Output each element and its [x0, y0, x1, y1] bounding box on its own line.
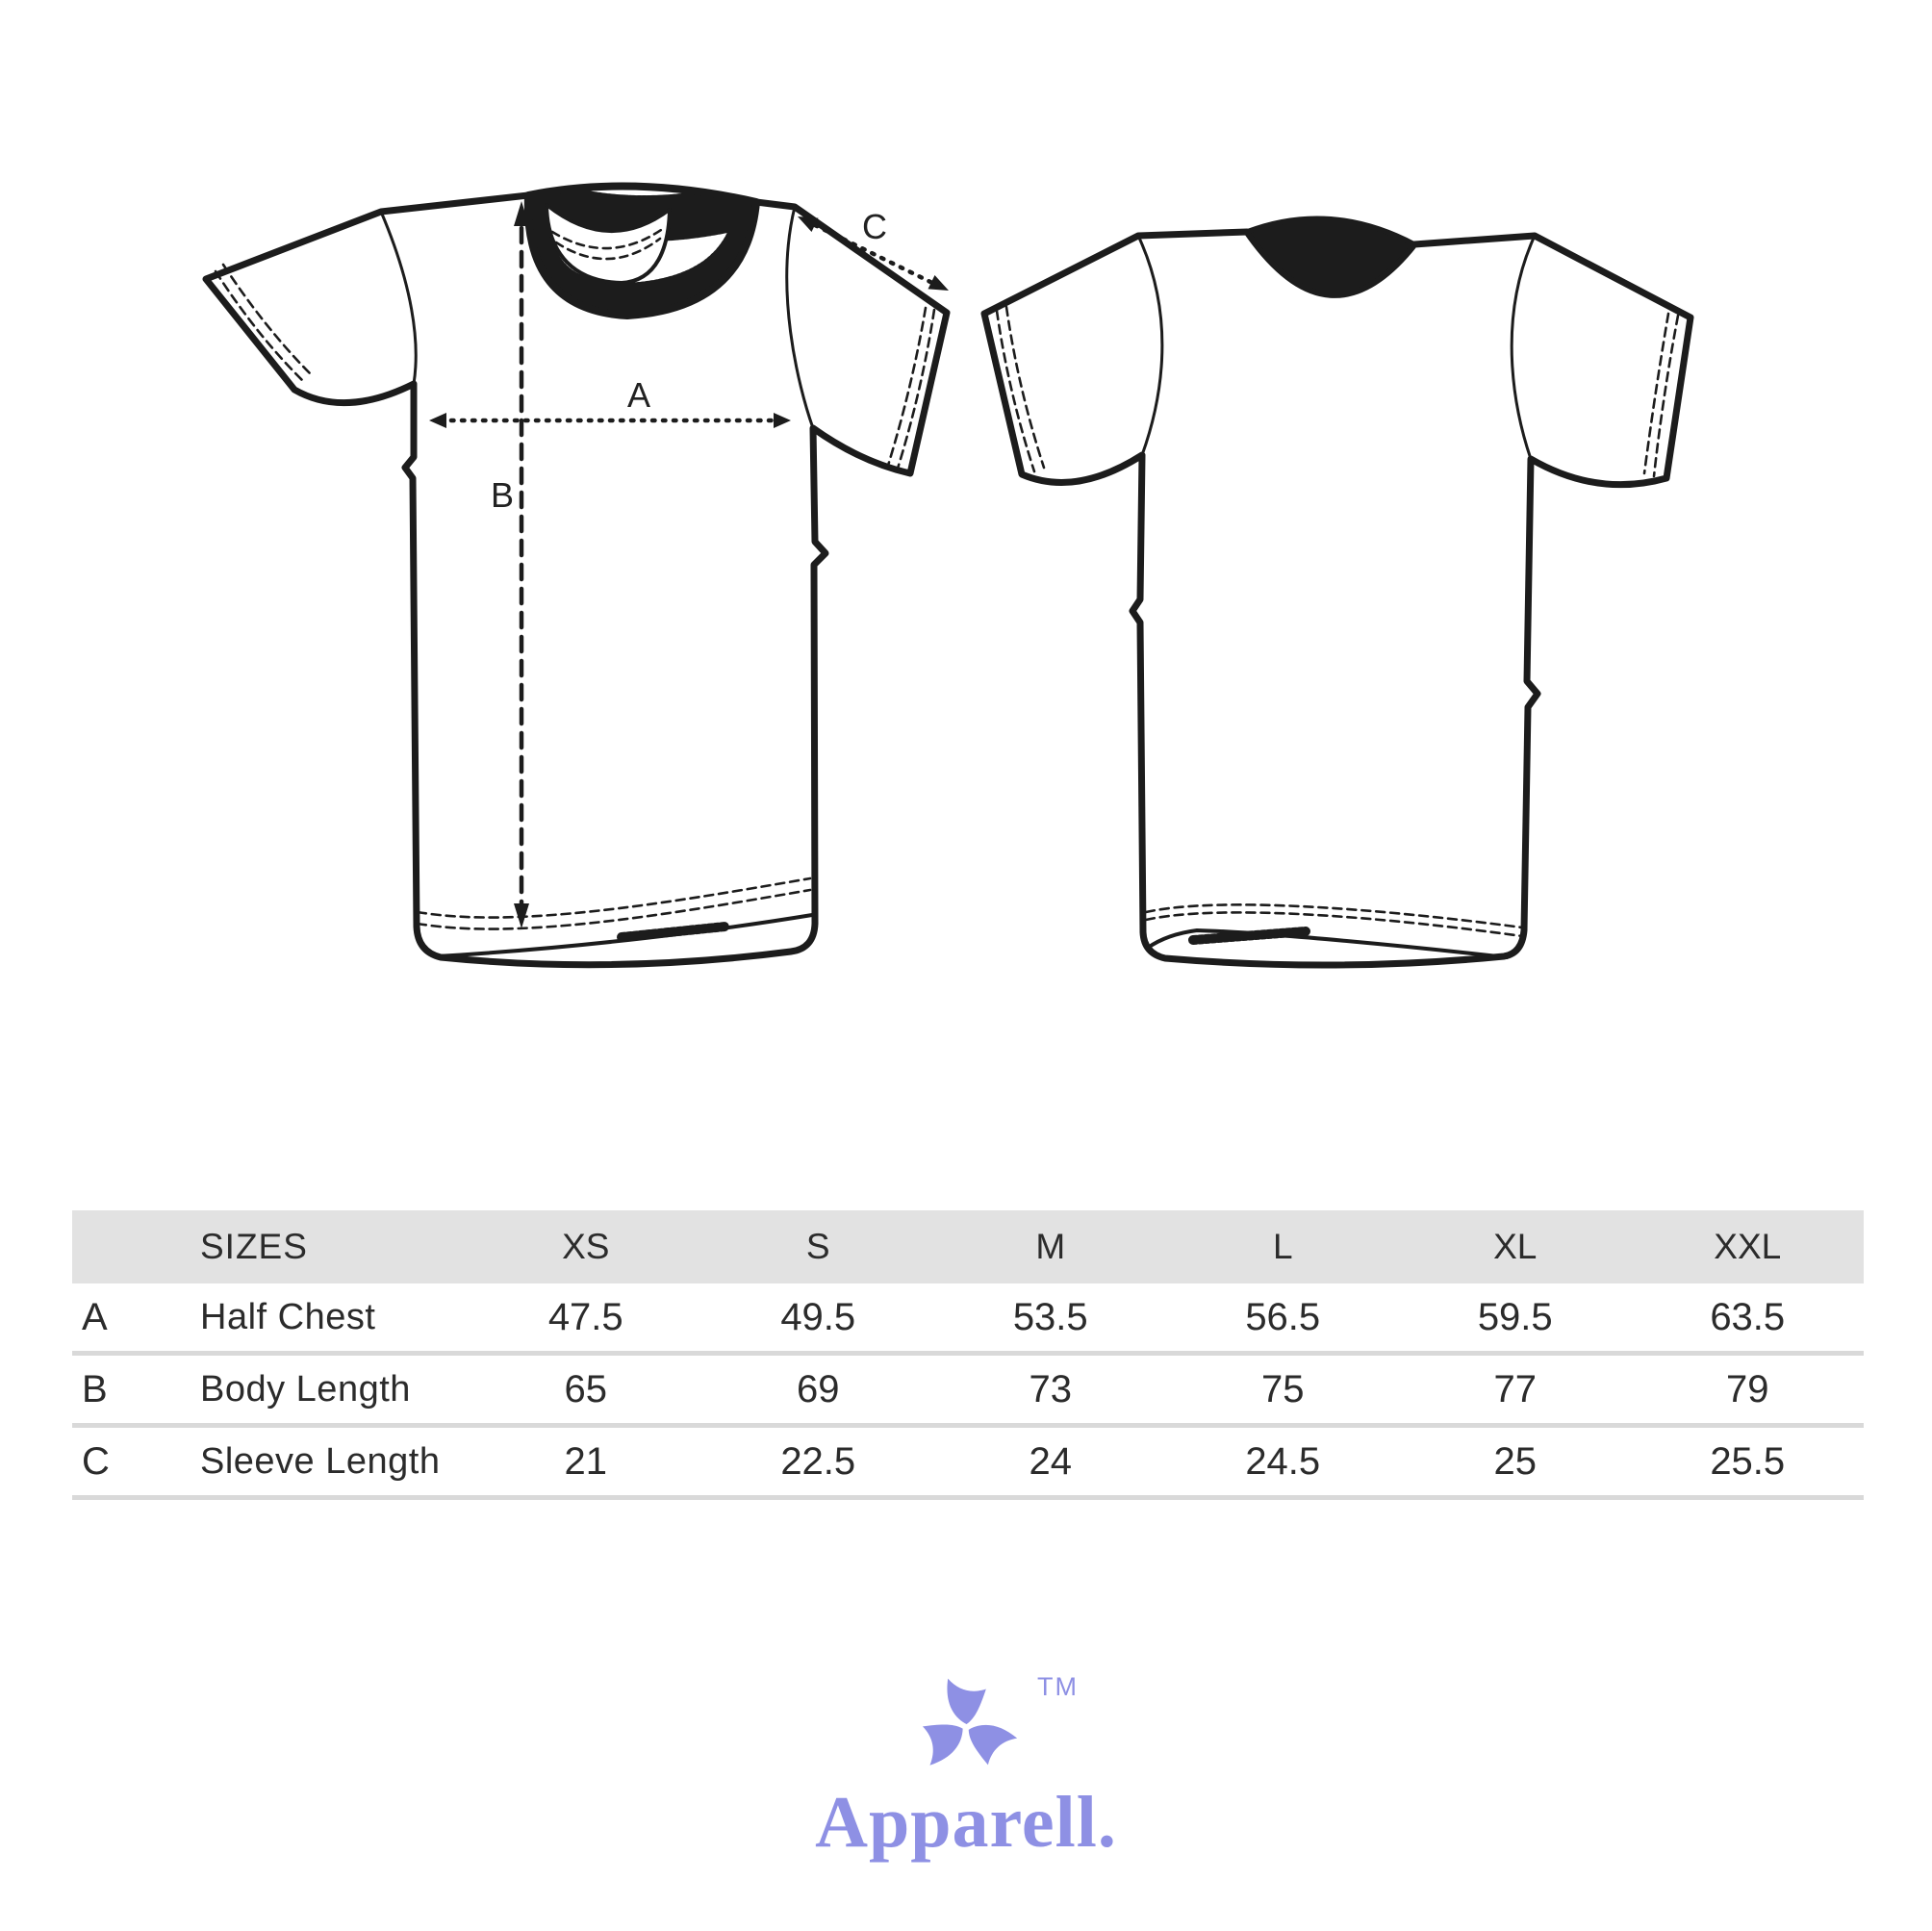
size-value-cell: 21: [564, 1439, 608, 1483]
size-value-cell: 25.5: [1710, 1439, 1786, 1483]
label-b: B: [491, 475, 514, 515]
size-table: SIZES XS S M L XL XXL A Half Chest 47.5 …: [72, 1210, 1864, 1500]
header-s: S: [805, 1227, 830, 1266]
size-value-cell: 25: [1493, 1439, 1538, 1483]
header-sizes: SIZES: [200, 1227, 308, 1266]
back-cuff-stitching: [995, 305, 1680, 478]
brand-wordmark: Apparell.: [815, 1782, 1117, 1863]
row-label: Body Length: [200, 1368, 411, 1410]
row-letter: A: [82, 1295, 108, 1338]
header-m: M: [1035, 1227, 1066, 1266]
pinwheel-icon: [922, 1678, 1018, 1766]
size-value-cell: 59.5: [1477, 1295, 1553, 1338]
size-value-cell: 77: [1493, 1367, 1538, 1410]
back-body-outline: [980, 228, 1694, 969]
size-value-cell: 69: [797, 1367, 840, 1410]
front-hem-stitching: [416, 877, 812, 930]
row-letter: C: [82, 1439, 110, 1483]
collar-outer-edge: [523, 182, 760, 319]
size-value-cell: 56.5: [1245, 1295, 1321, 1338]
label-a: A: [627, 375, 650, 415]
size-value-cell: 79: [1726, 1367, 1769, 1410]
size-value-cell: 22.5: [780, 1439, 856, 1483]
trademark-label: TM: [1037, 1672, 1079, 1701]
size-value-cell: 65: [564, 1367, 608, 1410]
row-letter: B: [82, 1367, 108, 1410]
header-xxl: XXL: [1714, 1227, 1782, 1266]
back-care-label: [1188, 927, 1310, 945]
back-collar-edge: [1244, 216, 1417, 297]
back-neck-stitching: [550, 226, 666, 261]
back-collar-ribbing: [1247, 218, 1414, 295]
size-value-cell: 73: [1029, 1367, 1073, 1410]
size-value-cell: 24.5: [1245, 1439, 1321, 1483]
header-xs: XS: [562, 1227, 610, 1266]
row-label: Sleeve Length: [200, 1440, 441, 1482]
size-value-cell: 75: [1261, 1367, 1305, 1410]
tshirt-back-drawing: [980, 216, 1694, 969]
table-row-half-chest: A Half Chest 47.5 49.5 53.5 56.5 59.5 63…: [72, 1283, 1864, 1356]
size-value-cell: 63.5: [1710, 1295, 1786, 1338]
measure-arrow-c: [798, 216, 949, 291]
size-value-cell: 24: [1029, 1439, 1073, 1483]
size-table-header: SIZES XS S M L XL XXL: [72, 1210, 1864, 1283]
measure-arrow-a: [429, 413, 791, 428]
header-xl: XL: [1493, 1227, 1538, 1266]
tshirt-front-drawing: A B C: [202, 182, 951, 969]
front-armhole-seams: [379, 205, 815, 430]
front-care-label: [617, 922, 730, 942]
header-l: L: [1272, 1227, 1293, 1266]
collar-back-ribbing: [527, 186, 756, 241]
front-cuff-stitching: [214, 263, 936, 473]
measure-arrow-b: [514, 201, 529, 928]
brand-logo: TM Apparell.: [0, 1664, 1932, 1861]
back-armhole-seams: [1136, 234, 1537, 461]
size-value-cell: 47.5: [547, 1295, 623, 1338]
row-label: Half Chest: [200, 1296, 376, 1337]
table-row-sleeve-length: C Sleeve Length 21 22.5 24 24.5 25 25.5: [72, 1428, 1864, 1500]
size-value-cell: 49.5: [780, 1295, 856, 1338]
collar-inner-edge: [545, 203, 672, 285]
size-value-cell: 53.5: [1012, 1295, 1088, 1338]
back-hem-stitching: [1144, 903, 1524, 938]
collar-band-bottom-edge: [545, 203, 672, 234]
label-c: C: [862, 207, 887, 246]
table-row-body-length: B Body Length 65 69 73 75 77 79: [72, 1356, 1864, 1428]
